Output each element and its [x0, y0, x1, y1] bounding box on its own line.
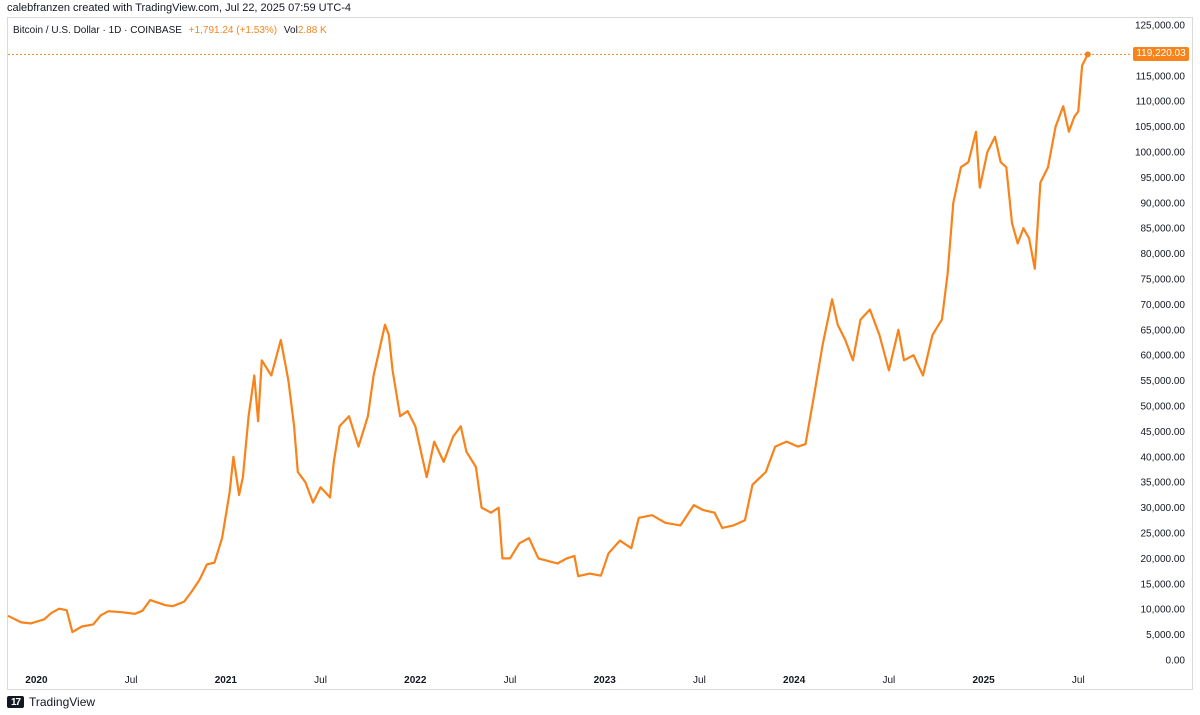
y-tick-label: 75,000.00: [1141, 275, 1186, 286]
y-tick-label: 5,000.00: [1146, 630, 1185, 641]
y-tick-label: 85,000.00: [1141, 224, 1186, 235]
symbol-legend: Bitcoin / U.S. Dollar · 1D · COINBASE +1…: [13, 25, 327, 36]
y-tick-label: 95,000.00: [1141, 173, 1186, 184]
y-axis: 0.00 5,000.00 10,000.00 15,000.00 20,000.00 2…: [1135, 21, 1185, 667]
brand-name[interactable]: TradingView: [29, 695, 96, 709]
x-tick-label: Jul: [314, 675, 327, 686]
y-tick-label: 65,000.00: [1141, 325, 1186, 336]
y-tick-label: 40,000.00: [1141, 452, 1186, 463]
x-tick-label: 2024: [783, 675, 806, 686]
x-tick-label: Jul: [882, 675, 895, 686]
y-tick-label: 70,000.00: [1141, 300, 1186, 311]
y-tick-label: 60,000.00: [1141, 351, 1186, 362]
y-tick-label: 25,000.00: [1141, 529, 1186, 540]
y-tick-label: 80,000.00: [1141, 249, 1186, 260]
y-tick-label: 35,000.00: [1141, 478, 1186, 489]
y-tick-label: 45,000.00: [1141, 427, 1186, 438]
y-tick-label: 90,000.00: [1141, 198, 1186, 209]
y-tick-label: 50,000.00: [1141, 402, 1186, 413]
price-change: +1,791.24 (+1.53%): [188, 25, 278, 36]
y-tick-label: 15,000.00: [1141, 579, 1186, 590]
tradingview-logo-icon: 17: [7, 696, 24, 708]
y-tick-label: 55,000.00: [1141, 376, 1186, 387]
series-line-btcusd: [7, 53, 1089, 634]
last-price-dot: [1084, 51, 1091, 58]
y-tick-label: 125,000.00: [1135, 21, 1185, 32]
y-tick-label: 100,000.00: [1135, 148, 1185, 159]
y-tick-label: 0.00: [1166, 656, 1186, 667]
x-tick-label: 2022: [404, 675, 427, 686]
y-tick-label: 105,000.00: [1135, 122, 1185, 133]
x-tick-label: 2023: [594, 675, 617, 686]
footer-brand: 17 TradingView: [7, 695, 95, 709]
y-tick-label: 115,000.00: [1136, 71, 1186, 82]
x-tick-label: Jul: [504, 675, 517, 686]
y-tick-label: 30,000.00: [1141, 503, 1186, 514]
x-tick-label: Jul: [1072, 675, 1085, 686]
y-tick-label: 110,000.00: [1136, 97, 1186, 108]
y-tick-label: 20,000.00: [1141, 554, 1186, 565]
x-tick-label: Jul: [125, 675, 138, 686]
x-tick-label: Jul: [693, 675, 706, 686]
volume-label: Vol: [283, 25, 298, 36]
x-tick-label: 2025: [972, 675, 995, 686]
chart-credit: calebfranzen created with TradingView.co…: [7, 2, 352, 14]
y-tick-label: 10,000.00: [1141, 605, 1186, 616]
volume-value: 2.88 K: [297, 25, 327, 36]
last-price-tag: 119,220.03: [1133, 47, 1189, 61]
x-axis: 2020 Jul 2021 Jul 2022 Jul 2023 Jul 2024 Jul 2025 J…: [25, 675, 1084, 686]
x-tick-label: 2021: [215, 675, 238, 686]
x-tick-label: 2020: [25, 675, 48, 686]
symbol-title[interactable]: Bitcoin / U.S. Dollar · 1D · COINBASE: [13, 25, 182, 36]
chart-frame: [7, 17, 1193, 690]
